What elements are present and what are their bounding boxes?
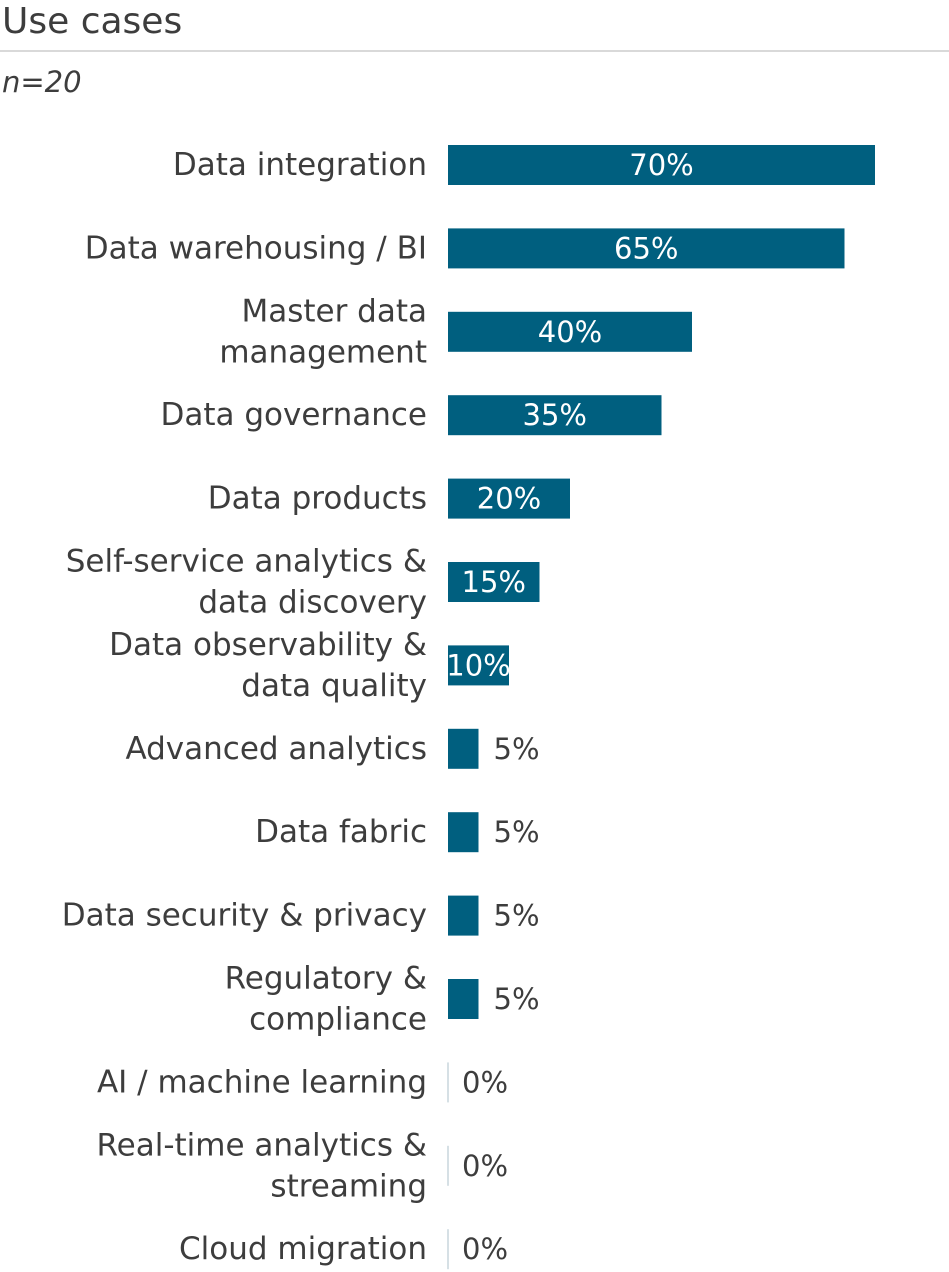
category-label: Real-time analytics & streaming xyxy=(97,1127,428,1204)
value-label: 10% xyxy=(446,648,510,682)
value-label: 15% xyxy=(462,565,526,599)
category-label: Data products xyxy=(208,481,427,517)
value-label: 20% xyxy=(477,482,541,516)
category-label-line: Data integration xyxy=(173,147,427,183)
bar xyxy=(448,311,692,352)
category-label-line: Data products xyxy=(208,481,427,517)
category-label-line: compliance xyxy=(249,1002,427,1038)
category-label-line: AI / machine learning xyxy=(97,1064,427,1100)
value-label: 5% xyxy=(494,899,540,933)
bars-layer: Data integration 70% Data warehousing / BI… xyxy=(62,145,875,1270)
category-label: Self-service analytics & data discovery xyxy=(66,544,427,621)
value-label: 5% xyxy=(494,815,540,849)
category-label: Master data management xyxy=(219,293,427,370)
bar xyxy=(448,645,509,686)
category-label: Data observability & data quality xyxy=(109,627,427,704)
category-label-line: Cloud migration xyxy=(179,1231,427,1267)
category-label: Data warehousing / BI xyxy=(85,230,427,266)
category-label: Cloud migration xyxy=(179,1231,427,1267)
value-label: 0% xyxy=(462,1232,508,1266)
category-label-line: Data observability & xyxy=(109,627,427,663)
category-label: Data fabric xyxy=(255,814,427,850)
bar xyxy=(448,895,479,936)
category-label-line: Master data xyxy=(241,293,427,329)
value-label: 65% xyxy=(614,231,678,265)
sample-size-label: n=20 xyxy=(2,65,82,99)
category-label: AI / machine learning xyxy=(97,1064,427,1100)
value-label: 5% xyxy=(494,732,540,766)
category-label-line: Advanced analytics xyxy=(125,731,427,767)
value-label: 70% xyxy=(629,148,693,182)
category-label-line: management xyxy=(219,334,427,370)
bar xyxy=(448,562,540,602)
bar xyxy=(448,145,875,185)
category-label-line: Data fabric xyxy=(255,814,427,850)
category-label-line: Regulatory & xyxy=(225,961,427,997)
title-divider xyxy=(0,50,949,52)
category-label-line: data discovery xyxy=(198,585,427,621)
bar xyxy=(448,228,845,269)
bar xyxy=(448,979,479,1019)
bar xyxy=(448,728,479,769)
category-label-line: data quality xyxy=(241,668,427,704)
chart-title: Use cases xyxy=(2,1,183,42)
bar xyxy=(448,812,479,853)
category-label: Data security & privacy xyxy=(62,898,427,934)
category-label: Data governance xyxy=(160,397,427,433)
category-label-line: Self-service analytics & xyxy=(66,544,427,580)
category-label-line: streaming xyxy=(270,1168,427,1204)
value-label: 35% xyxy=(523,398,587,432)
category-label-line: Real-time analytics & xyxy=(97,1127,428,1163)
category-label-line: Data governance xyxy=(160,397,427,433)
bar xyxy=(448,478,570,519)
category-label-line: Data warehousing / BI xyxy=(85,230,427,266)
value-label: 40% xyxy=(538,315,602,349)
bar xyxy=(448,395,662,436)
category-label: Advanced analytics xyxy=(125,731,427,767)
category-label: Regulatory & compliance xyxy=(225,961,427,1038)
value-label: 0% xyxy=(462,1065,508,1099)
category-label: Data integration xyxy=(173,147,427,183)
value-label: 5% xyxy=(494,982,540,1016)
category-label-line: Data security & privacy xyxy=(62,898,427,934)
value-label: 0% xyxy=(462,1149,508,1183)
